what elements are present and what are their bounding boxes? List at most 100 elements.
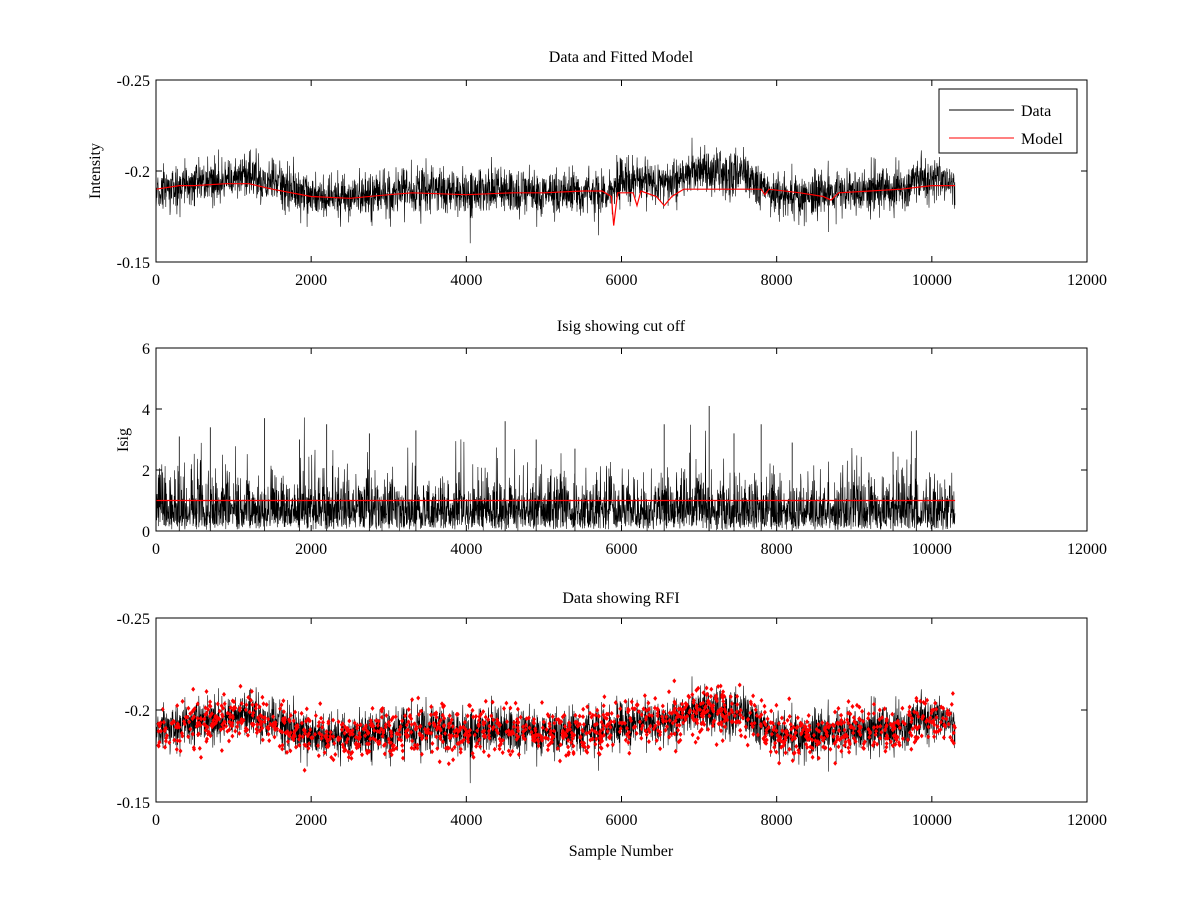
rfi-marker xyxy=(191,686,196,692)
rfi-marker xyxy=(946,721,951,727)
rfi-marker xyxy=(288,712,293,718)
rfi-marker xyxy=(683,717,688,723)
rfi-marker xyxy=(415,745,420,751)
rfi-marker xyxy=(486,717,491,723)
rfi-marker xyxy=(409,722,414,727)
rfi-marker xyxy=(487,735,492,741)
rfi-marker xyxy=(867,734,872,740)
rfi-marker xyxy=(880,715,885,721)
rfi-marker xyxy=(483,714,488,720)
rfi-marker xyxy=(549,739,554,745)
y-tick-label: -0.2 xyxy=(125,164,150,181)
rfi-marker xyxy=(595,707,600,713)
rfi-marker xyxy=(294,744,298,750)
rfi-marker xyxy=(536,743,541,749)
rfi-marker xyxy=(487,723,492,729)
rfi-marker xyxy=(230,698,235,704)
rfi-marker xyxy=(816,721,821,727)
rfi-marker xyxy=(281,716,286,722)
rfi-marker xyxy=(208,699,213,705)
rfi-marker xyxy=(833,709,837,715)
rfi-marker xyxy=(188,711,193,717)
rfi-marker xyxy=(233,705,238,711)
rfi-marker xyxy=(380,733,385,739)
x-tick-label: 10000 xyxy=(912,812,952,829)
rfi-marker xyxy=(754,713,759,718)
rfi-marker xyxy=(646,739,651,745)
rfi-marker xyxy=(219,703,224,709)
series-isig-trace xyxy=(155,417,956,531)
rfi-marker xyxy=(795,715,800,721)
rfi-marker xyxy=(209,711,214,717)
rfi-marker xyxy=(526,715,531,721)
rfi-marker xyxy=(546,743,551,748)
panel-data-rfi: 0 2000 4000 6000 8000 10000 12000 -0.25-0.2-0.… xyxy=(117,590,1107,860)
rfi-marker xyxy=(805,719,809,725)
rfi-marker xyxy=(714,695,719,700)
rfi-marker xyxy=(578,734,583,740)
rfi-marker xyxy=(846,710,851,716)
rfi-marker xyxy=(300,734,305,740)
rfi-marker xyxy=(868,730,872,736)
rfi-marker xyxy=(363,733,368,739)
rfi-marker xyxy=(740,715,745,721)
rfi-marker xyxy=(202,721,207,727)
rfi-marker xyxy=(446,761,451,767)
rfi-marker xyxy=(698,707,702,713)
rfi-marker xyxy=(462,732,467,738)
rfi-marker xyxy=(601,703,606,709)
rfi-marker xyxy=(570,733,575,739)
rfi-marker xyxy=(720,738,725,744)
rfi-marker xyxy=(441,704,446,710)
rfi-marker xyxy=(197,745,202,751)
rfi-marker xyxy=(567,722,572,728)
rfi-marker xyxy=(710,723,715,729)
y-tick-label: -0.25 xyxy=(117,73,150,90)
rfi-marker xyxy=(412,721,417,727)
rfi-marker xyxy=(446,721,451,727)
rfi-marker xyxy=(618,706,623,712)
rfi-marker xyxy=(199,754,203,760)
rfi-marker xyxy=(429,712,433,718)
rfi-marker xyxy=(720,695,725,701)
rfi-marker xyxy=(390,743,395,749)
rfi-marker xyxy=(667,718,672,723)
rfi-marker xyxy=(833,760,838,766)
rfi-marker xyxy=(443,731,448,736)
rfi-marker xyxy=(543,735,548,741)
rfi-marker xyxy=(297,733,302,739)
rfi-marker xyxy=(720,712,724,718)
rfi-marker xyxy=(654,738,659,743)
rfi-marker xyxy=(408,712,413,718)
x-axis-label: Sample Number xyxy=(569,843,674,860)
rfi-marker xyxy=(474,743,479,749)
rfi-marker xyxy=(763,722,768,728)
rfi-marker xyxy=(489,713,494,719)
rfi-marker xyxy=(222,701,227,707)
rfi-marker xyxy=(835,720,840,726)
rfi-marker xyxy=(253,705,258,711)
rfi-marker xyxy=(878,735,883,741)
rfi-marker xyxy=(866,715,871,721)
rfi-marker xyxy=(828,746,833,752)
rfi-marker xyxy=(340,742,345,748)
rfi-marker xyxy=(566,744,571,750)
rfi-marker xyxy=(491,724,496,730)
rfi-marker xyxy=(783,730,788,735)
rfi-marker xyxy=(690,732,695,738)
rfi-marker xyxy=(377,729,382,735)
rfi-marker xyxy=(892,725,897,731)
rfi-marker xyxy=(550,714,555,720)
rfi-marker xyxy=(434,727,439,732)
rfi-marker xyxy=(400,718,405,724)
rfi-marker xyxy=(196,732,201,738)
rfi-marker xyxy=(582,740,587,746)
chart-title: Isig showing cut off xyxy=(557,318,686,335)
rfi-marker xyxy=(302,727,307,733)
rfi-marker xyxy=(839,748,844,754)
rfi-marker xyxy=(905,737,910,743)
rfi-marker xyxy=(877,717,882,722)
rfi-marker xyxy=(765,716,770,722)
rfi-marker xyxy=(738,712,743,718)
rfi-marker xyxy=(376,718,381,724)
